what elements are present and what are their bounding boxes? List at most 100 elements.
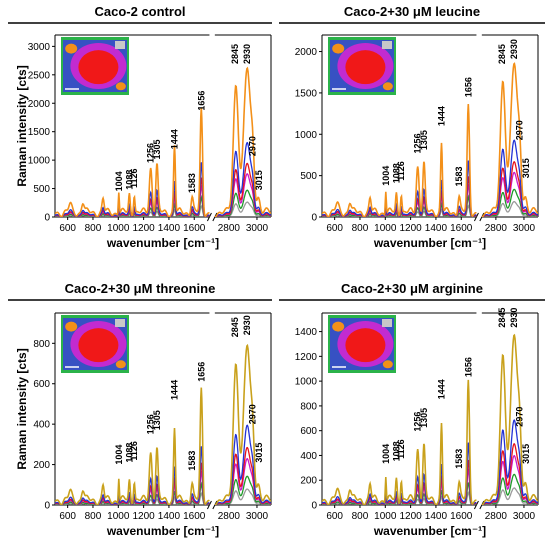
peak-label: 3015 xyxy=(254,170,264,190)
peak-label: 1256 xyxy=(146,414,156,434)
y-tick-label: 0 xyxy=(44,501,50,512)
peak-label: 1004 xyxy=(381,444,391,464)
x-tick-label: 1200 xyxy=(132,223,155,234)
peak-label: 1088 xyxy=(124,443,134,463)
peak-label: 1256 xyxy=(413,133,423,153)
inset-gray-patch xyxy=(115,319,125,327)
y-tick-label: 500 xyxy=(33,184,50,195)
x-tick-label: 1000 xyxy=(374,223,397,234)
chart-title: Caco-2 control xyxy=(94,4,185,19)
x-tick-label: 600 xyxy=(59,223,76,234)
x-tick-label: 1000 xyxy=(374,511,397,522)
raman-map-inset xyxy=(328,37,396,95)
inset-spot xyxy=(65,43,78,54)
x-tick-label: 800 xyxy=(352,511,369,522)
chart-title: Caco-2+30 μM leucine xyxy=(344,4,480,19)
y-tick-label: 0 xyxy=(311,501,317,512)
y-tick-label: 400 xyxy=(33,420,50,431)
x-tick-label: 1200 xyxy=(132,511,155,522)
x-axis-label: wavenumber [cm⁻¹] xyxy=(106,524,219,538)
peak-label: 1444 xyxy=(170,380,180,400)
y-tick-label: 200 xyxy=(33,460,50,471)
y-tick-label: 600 xyxy=(33,379,50,390)
x-axis-label: wavenumber [cm⁻¹] xyxy=(106,236,219,250)
peak-label: 1583 xyxy=(454,166,464,186)
peak-label: 2970 xyxy=(515,120,525,140)
peak-label: 1305 xyxy=(419,130,429,150)
inset-gray-patch xyxy=(382,319,392,327)
peak-label: 2930 xyxy=(509,39,519,59)
peak-label: 1126 xyxy=(129,168,139,188)
series-line-orange xyxy=(214,66,271,217)
x-tick-label: 600 xyxy=(326,223,343,234)
x-tick-label: 2800 xyxy=(218,511,241,522)
peak-label: 1256 xyxy=(146,143,156,163)
peak-label: 2970 xyxy=(248,136,258,156)
inset-spot xyxy=(65,321,78,332)
peak-label: 1126 xyxy=(396,439,406,459)
peak-label: 1656 xyxy=(463,77,473,97)
series-line-blue xyxy=(481,139,538,217)
peak-label: 1656 xyxy=(196,91,206,111)
peak-label: 1444 xyxy=(437,379,447,399)
peak-label: 3015 xyxy=(254,443,264,463)
series-line-orange xyxy=(481,62,538,217)
chart-title: Caco-2+30 μM arginine xyxy=(341,281,483,296)
x-tick-label: 1600 xyxy=(450,511,473,522)
inset-spot xyxy=(115,82,126,91)
peak-label: 2930 xyxy=(509,308,519,328)
axis-break-mark xyxy=(473,212,479,222)
y-tick-label: 2000 xyxy=(28,99,51,110)
y-tick-label: 400 xyxy=(300,451,317,462)
peak-label: 1583 xyxy=(187,173,197,193)
peak-label: 1656 xyxy=(463,357,473,377)
x-tick-label: 1400 xyxy=(158,511,181,522)
inset-spot xyxy=(332,321,345,332)
inset-spot xyxy=(332,43,345,54)
peak-label: 1004 xyxy=(381,166,391,186)
y-tick-label: 2000 xyxy=(295,47,318,58)
y-tick-label: 0 xyxy=(44,213,50,224)
peak-label: 1004 xyxy=(114,445,124,465)
peak-label: 1656 xyxy=(196,362,206,382)
y-tick-label: 0 xyxy=(311,213,317,224)
x-tick-label: 800 xyxy=(352,223,369,234)
y-tick-label: 1200 xyxy=(295,352,318,363)
peak-label: 1305 xyxy=(152,410,162,430)
x-tick-label: 2800 xyxy=(485,223,508,234)
chart-title: Caco-2+30 μM threonine xyxy=(65,281,216,296)
peak-label: 1088 xyxy=(391,441,401,461)
peak-label: 1126 xyxy=(396,161,406,181)
x-tick-label: 3000 xyxy=(246,511,269,522)
series-line-orange xyxy=(55,107,210,217)
x-tick-label: 2800 xyxy=(218,223,241,234)
axis-break-mark xyxy=(206,212,212,222)
peak-label: 1126 xyxy=(129,441,139,461)
peak-label: 1305 xyxy=(152,140,162,160)
inset-nucleus xyxy=(345,50,386,85)
y-tick-label: 2500 xyxy=(28,70,51,81)
series-line-blue xyxy=(214,424,271,505)
chart-panel-4: Caco-2+30 μM arginine0200400600800100012… xyxy=(279,281,545,538)
peak-label: 2845 xyxy=(497,308,507,328)
y-tick-label: 3000 xyxy=(28,42,51,53)
axis-break-mark xyxy=(206,500,212,510)
chart-panel-1: Caco-2 control 0 500 1000 1500 2000 2500 3000 60… xyxy=(8,4,272,250)
peak-label: 1583 xyxy=(454,449,464,469)
y-tick-label: 600 xyxy=(300,426,317,437)
series-line-orange xyxy=(55,387,210,505)
x-tick-label: 1000 xyxy=(107,511,130,522)
series-line-blue xyxy=(322,442,477,505)
x-tick-label: 1600 xyxy=(183,511,206,522)
x-tick-label: 1200 xyxy=(399,223,422,234)
y-tick-label: 1500 xyxy=(295,88,318,99)
peak-label: 2845 xyxy=(230,44,240,64)
inset-spot xyxy=(382,82,393,91)
axis-break-mark xyxy=(473,500,479,510)
series-line-orange xyxy=(481,333,538,505)
inset-spot xyxy=(382,360,393,369)
x-tick-label: 1600 xyxy=(183,223,206,234)
x-tick-label: 600 xyxy=(59,511,76,522)
y-tick-label: 500 xyxy=(300,171,317,182)
